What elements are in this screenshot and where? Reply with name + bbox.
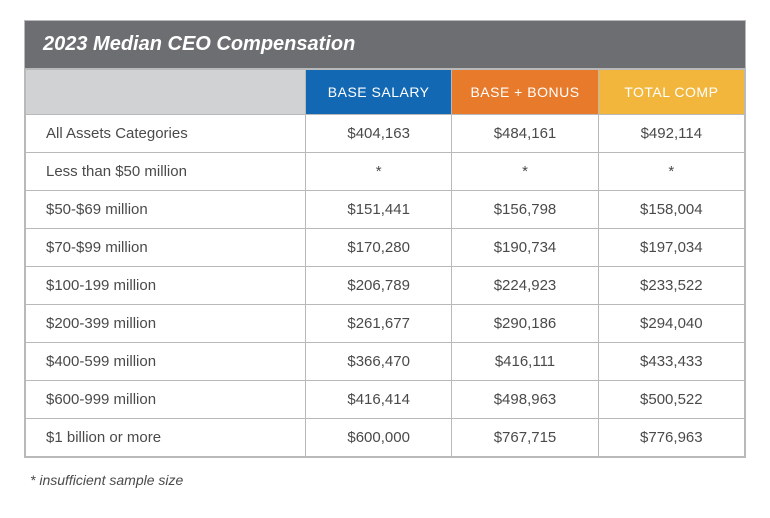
- cell: $190,734: [452, 229, 598, 267]
- table-row: $70-$99 million$170,280$190,734$197,034: [26, 229, 745, 267]
- cell: $366,470: [306, 343, 452, 381]
- row-label: Less than $50 million: [26, 153, 306, 191]
- cell: $416,414: [306, 381, 452, 419]
- row-label: $100-199 million: [26, 267, 306, 305]
- table-body: All Assets Categories$404,163$484,161$49…: [26, 115, 745, 457]
- cell: $158,004: [598, 191, 744, 229]
- table-row: $400-599 million$366,470$416,111$433,433: [26, 343, 745, 381]
- table-title: 2023 Median CEO Compensation: [25, 21, 745, 69]
- table-row: $600-999 million$416,414$498,963$500,522: [26, 381, 745, 419]
- footnote: * insufficient sample size: [24, 458, 746, 488]
- row-label: $70-$99 million: [26, 229, 306, 267]
- cell: $416,111: [452, 343, 598, 381]
- cell: *: [452, 153, 598, 191]
- header-row: BASE SALARY BASE + BONUS TOTAL COMP: [26, 70, 745, 115]
- row-label: $50-$69 million: [26, 191, 306, 229]
- compensation-table: BASE SALARY BASE + BONUS TOTAL COMP All …: [25, 69, 745, 457]
- col-header-base-salary: BASE SALARY: [306, 70, 452, 115]
- cell: $290,186: [452, 305, 598, 343]
- compensation-table-container: 2023 Median CEO Compensation BASE SALARY…: [24, 20, 746, 458]
- row-label: $600-999 million: [26, 381, 306, 419]
- cell: $261,677: [306, 305, 452, 343]
- cell: $156,798: [452, 191, 598, 229]
- col-header-base-bonus: BASE + BONUS: [452, 70, 598, 115]
- blank-corner-cell: [26, 70, 306, 115]
- cell: $233,522: [598, 267, 744, 305]
- cell: $170,280: [306, 229, 452, 267]
- cell: *: [598, 153, 744, 191]
- cell: $433,433: [598, 343, 744, 381]
- cell: $224,923: [452, 267, 598, 305]
- row-label: All Assets Categories: [26, 115, 306, 153]
- cell: $498,963: [452, 381, 598, 419]
- cell: $500,522: [598, 381, 744, 419]
- cell: $404,163: [306, 115, 452, 153]
- cell: $197,034: [598, 229, 744, 267]
- table-row: $1 billion or more$600,000$767,715$776,9…: [26, 419, 745, 457]
- row-label: $200-399 million: [26, 305, 306, 343]
- cell: *: [306, 153, 452, 191]
- cell: $767,715: [452, 419, 598, 457]
- table-row: All Assets Categories$404,163$484,161$49…: [26, 115, 745, 153]
- cell: $600,000: [306, 419, 452, 457]
- col-header-total-comp: TOTAL COMP: [598, 70, 744, 115]
- table-row: $100-199 million$206,789$224,923$233,522: [26, 267, 745, 305]
- row-label: $400-599 million: [26, 343, 306, 381]
- table-row: $50-$69 million$151,441$156,798$158,004: [26, 191, 745, 229]
- table-row: Less than $50 million***: [26, 153, 745, 191]
- cell: $206,789: [306, 267, 452, 305]
- cell: $484,161: [452, 115, 598, 153]
- cell: $151,441: [306, 191, 452, 229]
- cell: $776,963: [598, 419, 744, 457]
- cell: $294,040: [598, 305, 744, 343]
- cell: $492,114: [598, 115, 744, 153]
- table-row: $200-399 million$261,677$290,186$294,040: [26, 305, 745, 343]
- row-label: $1 billion or more: [26, 419, 306, 457]
